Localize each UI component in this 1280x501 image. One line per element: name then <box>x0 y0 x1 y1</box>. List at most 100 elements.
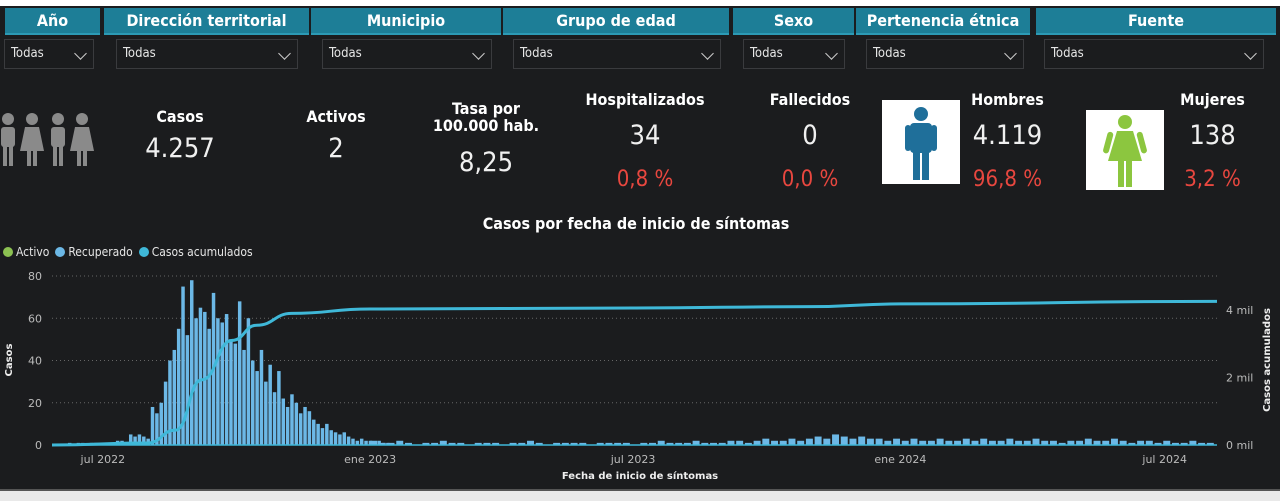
mujeres-value: 138 <box>1189 120 1236 151</box>
filter-dropdown[interactable]: Todas <box>1044 39 1264 69</box>
bar-recuperado <box>1032 438 1040 445</box>
bar-recuperado <box>701 442 709 445</box>
bar-recuperado <box>988 440 996 445</box>
bar-recuperado <box>866 438 874 445</box>
bar-recuperado <box>762 438 770 445</box>
bar-recuperado <box>570 442 578 445</box>
bar-recuperado <box>220 322 224 445</box>
bar-recuperado <box>1084 438 1092 445</box>
x-tick-label: jul 2024 <box>1141 453 1187 466</box>
filter-dropdown[interactable]: Todas <box>116 39 298 69</box>
bar-recuperado <box>1110 438 1118 445</box>
bar-recuperado <box>858 436 866 445</box>
fallecidos-value: 0 <box>802 120 818 151</box>
filter-dropdown[interactable]: Todas <box>4 39 94 69</box>
chevron-down-icon <box>278 47 291 60</box>
cases-chart[interactable]: 0 20 40 60 80 0 mil 2 mil 4 mil jul 2022 ene 2023… <box>0 260 1280 488</box>
bar-recuperado <box>736 440 744 445</box>
bar-recuperado <box>251 360 255 445</box>
line-casos-acumulados <box>51 299 1218 447</box>
activos-label: Activos <box>306 107 366 126</box>
bar-recuperado <box>233 343 238 445</box>
bar-recuperado <box>290 394 294 445</box>
people-group-icon <box>1 113 94 166</box>
bar-recuperado <box>901 440 909 445</box>
y-tick-label: 40 <box>28 355 42 368</box>
bar-recuperado <box>1049 440 1057 445</box>
bar-recuperado <box>1067 440 1075 445</box>
bar-recuperado <box>1198 442 1206 445</box>
bar-recuperado <box>351 438 355 445</box>
hombres-label: Hombres <box>971 90 1044 109</box>
male-tile <box>882 100 960 184</box>
legend-acumulados[interactable]: Casos acumulados <box>138 245 253 259</box>
hospitalizados-value: 34 <box>629 120 661 151</box>
legend-label: Recuperado <box>68 245 133 259</box>
bar-recuperado <box>189 280 194 445</box>
dropdown-value: Todas <box>520 46 553 61</box>
bar-recuperado <box>788 438 796 445</box>
bar-recuperado <box>718 442 726 445</box>
bar-recuperado <box>753 440 761 445</box>
bar-recuperado <box>823 438 831 445</box>
top-strip <box>0 0 1280 6</box>
bar-recuperado <box>176 328 181 445</box>
bar-recuperado <box>457 442 465 445</box>
x-tick-label: ene 2024 <box>874 453 926 466</box>
filter-dropdown[interactable]: Todas <box>513 39 721 69</box>
bar-recuperado <box>553 442 561 445</box>
bar-recuperado <box>198 307 203 445</box>
y2-tick-label: 0 mil <box>1226 439 1253 452</box>
bar-recuperado <box>1023 440 1031 445</box>
bar-recuperado <box>268 364 272 445</box>
bar-recuperado <box>312 419 316 445</box>
bar-recuperado <box>561 442 569 445</box>
bar-recuperado <box>1102 440 1110 445</box>
x-tick-label: jul 2023 <box>610 453 656 466</box>
bar-recuperado <box>683 442 691 445</box>
bar-recuperado <box>285 406 290 445</box>
bar-recuperado <box>1041 440 1049 445</box>
legend-activo[interactable]: Activo <box>3 245 49 259</box>
bar-recuperado <box>342 432 347 445</box>
legend-label: Activo <box>16 245 50 259</box>
y-tick-label: 0 <box>35 439 42 452</box>
bar-recuperado <box>150 406 155 445</box>
bar-recuperado <box>277 371 281 445</box>
bar-recuperado <box>622 442 630 445</box>
bar-recuperado <box>378 442 386 445</box>
bar-recuperado <box>320 428 325 445</box>
bar-recuperado <box>396 440 404 445</box>
x-tick-label: ene 2023 <box>344 453 396 466</box>
bar-recuperado <box>945 440 953 445</box>
bar-recuperado <box>771 440 779 445</box>
bar-recuperado <box>142 436 146 445</box>
bar-recuperado <box>246 318 251 445</box>
bar-recuperado <box>832 434 840 445</box>
bar-recuperado <box>1058 442 1066 445</box>
bar-recuperado <box>316 423 320 445</box>
bar-recuperado <box>1189 440 1197 445</box>
male-icon <box>905 107 937 180</box>
x-tick-label: jul 2022 <box>80 453 126 466</box>
bar-recuperado <box>422 442 430 445</box>
bar-recuperado <box>971 440 979 445</box>
female-icon <box>1103 115 1147 187</box>
bar-recuperado <box>910 438 918 445</box>
bar-recuperado <box>1171 442 1179 445</box>
bar-recuperado <box>727 440 735 445</box>
filter-dropdown[interactable]: Todas <box>743 39 845 69</box>
dropdown-value: Todas <box>873 46 906 61</box>
bar-recuperado <box>483 442 491 445</box>
hombres-value: 4.119 <box>972 120 1043 151</box>
bar-recuperado <box>272 392 277 445</box>
legend-recuperado[interactable]: Recuperado <box>55 245 133 259</box>
filter-dropdown[interactable]: Todas <box>866 39 1024 69</box>
legend-dot-icon <box>138 247 149 257</box>
y-tick-label: 20 <box>28 397 42 410</box>
filter-dropdown[interactable]: Todas <box>322 39 492 69</box>
chevron-down-icon <box>74 47 87 60</box>
bar-recuperado <box>370 440 378 445</box>
bar-recuperado <box>666 442 674 445</box>
bar-recuperado <box>333 432 338 445</box>
